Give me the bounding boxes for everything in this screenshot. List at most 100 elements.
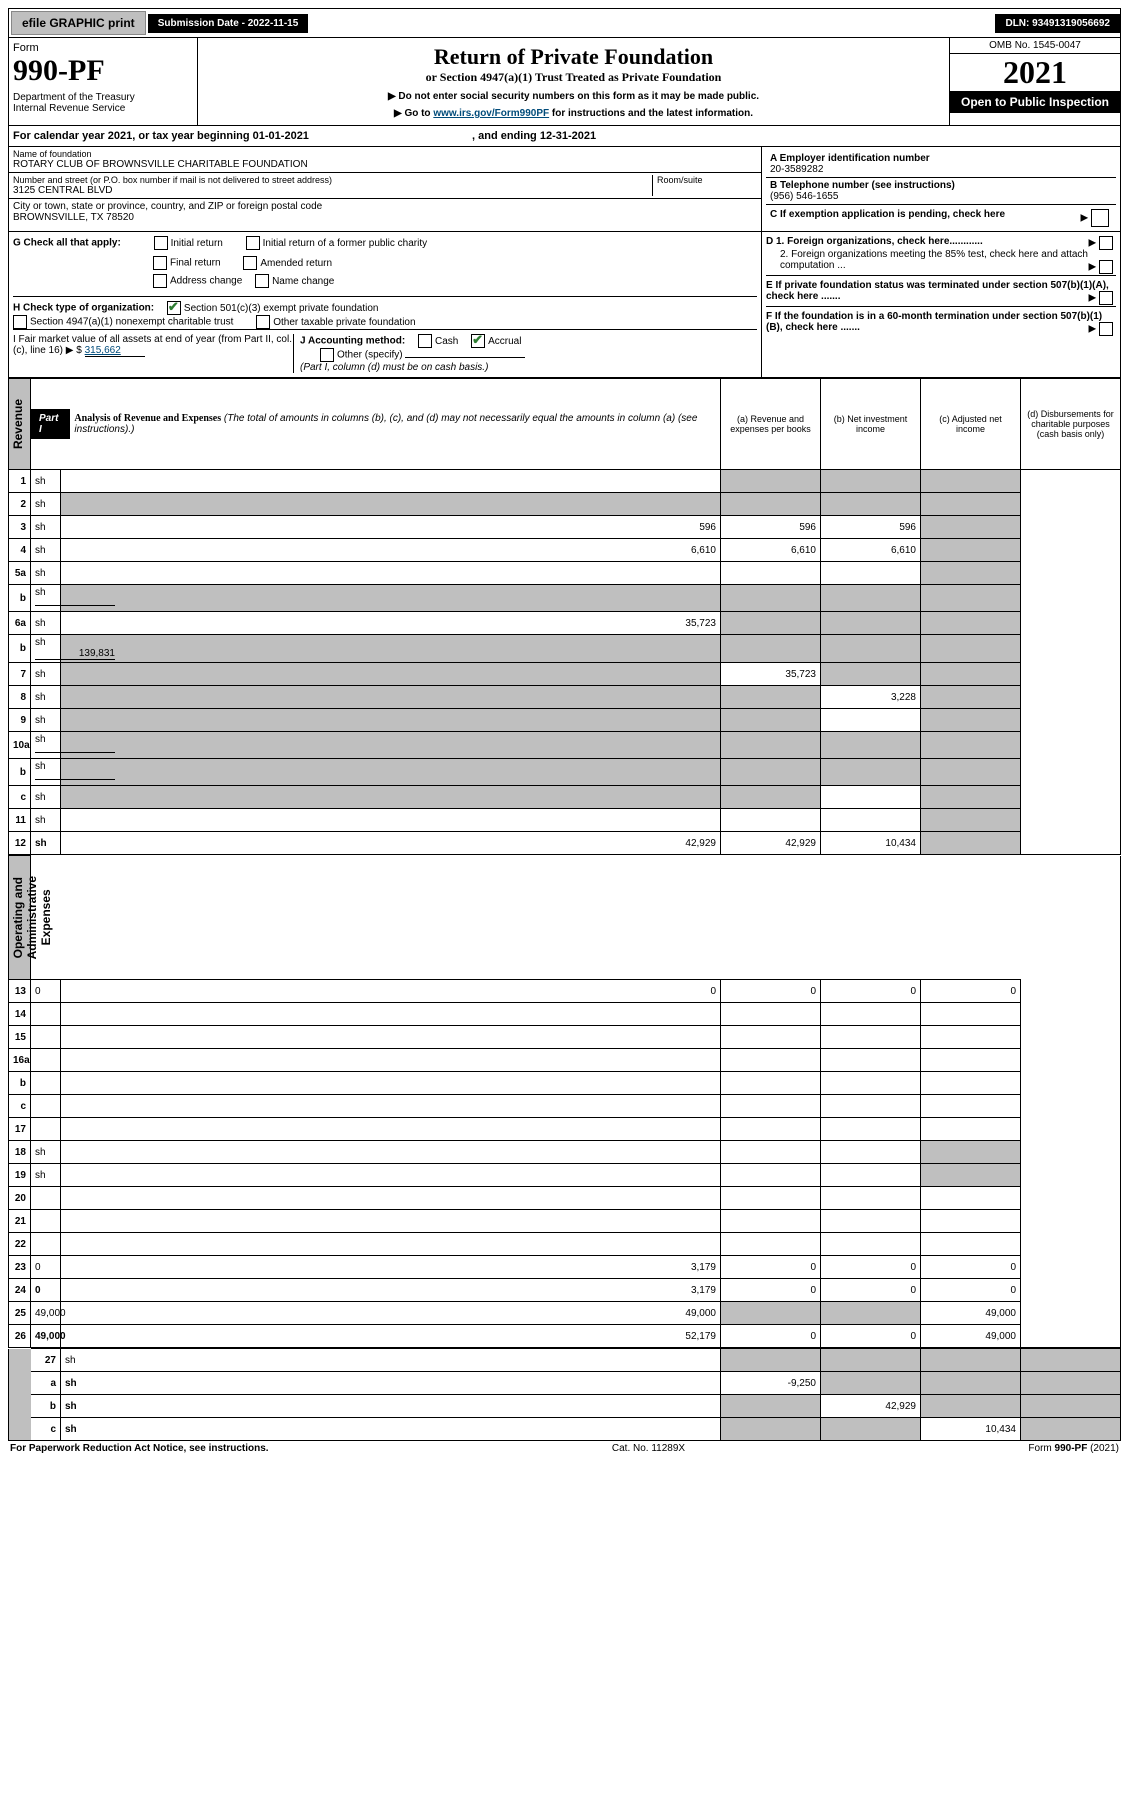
amount-cell xyxy=(61,1095,721,1118)
line-number: c xyxy=(31,1418,61,1441)
line-desc: sh xyxy=(61,1418,721,1441)
line-number: b xyxy=(31,1395,61,1418)
j-accrual-cb[interactable] xyxy=(471,334,485,348)
amount-cell xyxy=(921,1141,1021,1164)
amount-cell xyxy=(821,1187,921,1210)
amount-cell xyxy=(721,470,821,493)
line-desc: sh xyxy=(61,1395,721,1418)
line-desc: sh xyxy=(31,759,61,786)
amount-cell xyxy=(921,1003,1021,1026)
f-checkbox[interactable] xyxy=(1099,322,1113,336)
line-desc: 0 xyxy=(31,980,61,1003)
line-desc: sh xyxy=(31,1141,61,1164)
amount-cell xyxy=(61,786,721,809)
g-initial-return-cb[interactable] xyxy=(154,236,168,250)
line-desc xyxy=(31,1210,61,1233)
table-row: 17 xyxy=(9,1118,1121,1141)
amount-cell xyxy=(921,732,1021,759)
amount-cell xyxy=(921,585,1021,612)
g-address-change-cb[interactable] xyxy=(153,274,167,288)
amount-cell: 49,000 xyxy=(921,1302,1021,1325)
amount-cell xyxy=(721,1164,821,1187)
g-name-change-cb[interactable] xyxy=(255,274,269,288)
d1-checkbox[interactable] xyxy=(1099,236,1113,250)
table-row: 1300000 xyxy=(9,980,1121,1003)
amount-cell: 0 xyxy=(821,1256,921,1279)
amount-cell: 10,434 xyxy=(921,1418,1021,1441)
line-number: 23 xyxy=(9,1256,31,1279)
c-checkbox[interactable] xyxy=(1091,209,1109,227)
amount-cell xyxy=(921,1095,1021,1118)
j-o3: Other (specify) xyxy=(337,350,403,361)
amount-cell: 0 xyxy=(721,1279,821,1302)
j-other-cb[interactable] xyxy=(320,348,334,362)
h-o1: Section 501(c)(3) exempt private foundat… xyxy=(184,303,379,314)
line-number: 11 xyxy=(9,809,31,832)
line-number: 3 xyxy=(9,516,31,539)
amount-cell xyxy=(1021,1418,1121,1441)
top-bar: efile GRAPHIC print Submission Date - 20… xyxy=(8,8,1121,38)
amount-cell xyxy=(1021,1372,1121,1395)
line-number: 2 xyxy=(9,493,31,516)
line-desc: 0 xyxy=(31,1256,61,1279)
efile-print-button[interactable]: efile GRAPHIC print xyxy=(11,11,146,35)
amount-cell xyxy=(821,1049,921,1072)
j-cash-cb[interactable] xyxy=(418,334,432,348)
table-row: 10ash xyxy=(9,732,1121,759)
g-amended-cb[interactable] xyxy=(243,256,257,270)
h-4947-cb[interactable] xyxy=(13,315,27,329)
line-desc: sh xyxy=(31,663,61,686)
i-fmv-value[interactable]: 315,662 xyxy=(85,345,145,357)
h-o3: Other taxable private foundation xyxy=(273,317,415,328)
amount-cell xyxy=(721,562,821,585)
line-number: b xyxy=(9,1072,31,1095)
d2-label: 2. Foreign organizations meeting the 85%… xyxy=(780,249,1088,271)
amount-cell: 0 xyxy=(921,980,1021,1003)
amount-cell: 10,434 xyxy=(821,832,921,855)
amount-cell xyxy=(921,1233,1021,1256)
amount-cell xyxy=(721,1072,821,1095)
amount-cell xyxy=(61,470,721,493)
amount-cell xyxy=(721,686,821,709)
table-row: 21 xyxy=(9,1210,1121,1233)
h-other-cb[interactable] xyxy=(256,315,270,329)
amount-cell xyxy=(721,759,821,786)
table-row: 16a xyxy=(9,1049,1121,1072)
table-row: 2649,00052,1790049,000 xyxy=(9,1325,1121,1348)
h-label: H Check type of organization: xyxy=(13,303,154,314)
amount-cell: 6,610 xyxy=(61,539,721,562)
h-501c3-cb[interactable] xyxy=(167,301,181,315)
line-number: 5a xyxy=(9,562,31,585)
amount-cell xyxy=(61,1072,721,1095)
g-initial-former-cb[interactable] xyxy=(246,236,260,250)
line-desc: sh xyxy=(31,786,61,809)
ein-label: A Employer identification number xyxy=(770,153,1112,164)
amount-cell xyxy=(821,786,921,809)
line-desc: sh xyxy=(31,809,61,832)
amount-cell: 49,000 xyxy=(921,1325,1021,1348)
line-desc xyxy=(31,1003,61,1026)
g-o6: Name change xyxy=(272,276,334,287)
identity-block: Name of foundation ROTARY CLUB OF BROWNS… xyxy=(8,147,1121,232)
form-label: Form xyxy=(13,42,193,54)
line-number: 1 xyxy=(9,470,31,493)
d2-checkbox[interactable] xyxy=(1099,260,1113,274)
table-row: 2549,00049,00049,000 xyxy=(9,1302,1121,1325)
e-checkbox[interactable] xyxy=(1099,291,1113,305)
amount-cell xyxy=(821,1095,921,1118)
c-label: C If exemption application is pending, c… xyxy=(770,209,1005,220)
amount-cell xyxy=(821,1418,921,1441)
amount-cell xyxy=(1021,1395,1121,1418)
revenue-side-label: Revenue xyxy=(9,379,31,470)
note-prefix: ▶ Go to xyxy=(394,108,433,119)
amount-cell xyxy=(921,1187,1021,1210)
amount-cell: 0 xyxy=(721,1256,821,1279)
irs-link[interactable]: www.irs.gov/Form990PF xyxy=(433,108,549,119)
line-desc: sh xyxy=(31,709,61,732)
amount-cell: 0 xyxy=(921,1256,1021,1279)
line-desc: sh xyxy=(31,562,61,585)
goto-note: ▶ Go to www.irs.gov/Form990PF for instru… xyxy=(204,108,943,119)
amount-cell xyxy=(61,493,721,516)
amount-cell xyxy=(921,832,1021,855)
g-final-return-cb[interactable] xyxy=(153,256,167,270)
